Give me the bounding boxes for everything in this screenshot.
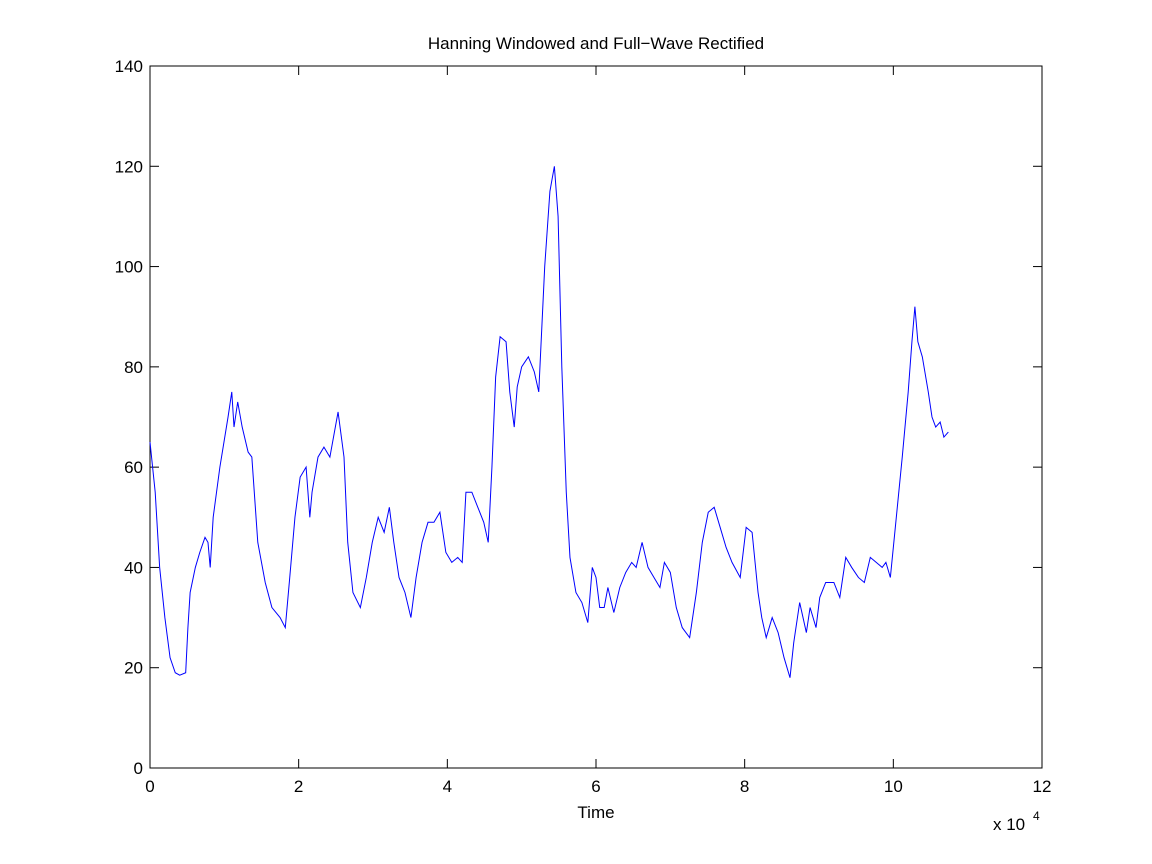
plot-area bbox=[149, 65, 1043, 769]
x-tick-label: 8 bbox=[740, 777, 749, 796]
x-tick-label: 12 bbox=[1033, 777, 1052, 796]
data-line bbox=[149, 166, 949, 678]
x-axis-label: Time bbox=[577, 803, 614, 822]
x-tick-label: 2 bbox=[294, 777, 303, 796]
x-tick-label: 6 bbox=[591, 777, 600, 796]
x-tick-label: 10 bbox=[884, 777, 903, 796]
y-tick-label: 100 bbox=[115, 258, 143, 277]
y-tick-label: 80 bbox=[124, 358, 143, 377]
y-tick-label: 140 bbox=[115, 57, 143, 76]
y-tick-label: 40 bbox=[124, 558, 143, 577]
y-tick-label: 0 bbox=[134, 759, 143, 778]
x-multiplier-exponent: 4 bbox=[1033, 809, 1040, 823]
y-tick-label: 60 bbox=[124, 458, 143, 477]
chart-title: Hanning Windowed and Full−Wave Rectified bbox=[428, 34, 764, 53]
x-tick-label: 4 bbox=[443, 777, 452, 796]
y-tick-label: 120 bbox=[115, 157, 143, 176]
y-tick-label: 20 bbox=[124, 659, 143, 678]
x-tick-label: 0 bbox=[145, 777, 154, 796]
x-multiplier: x 10 bbox=[993, 815, 1025, 834]
